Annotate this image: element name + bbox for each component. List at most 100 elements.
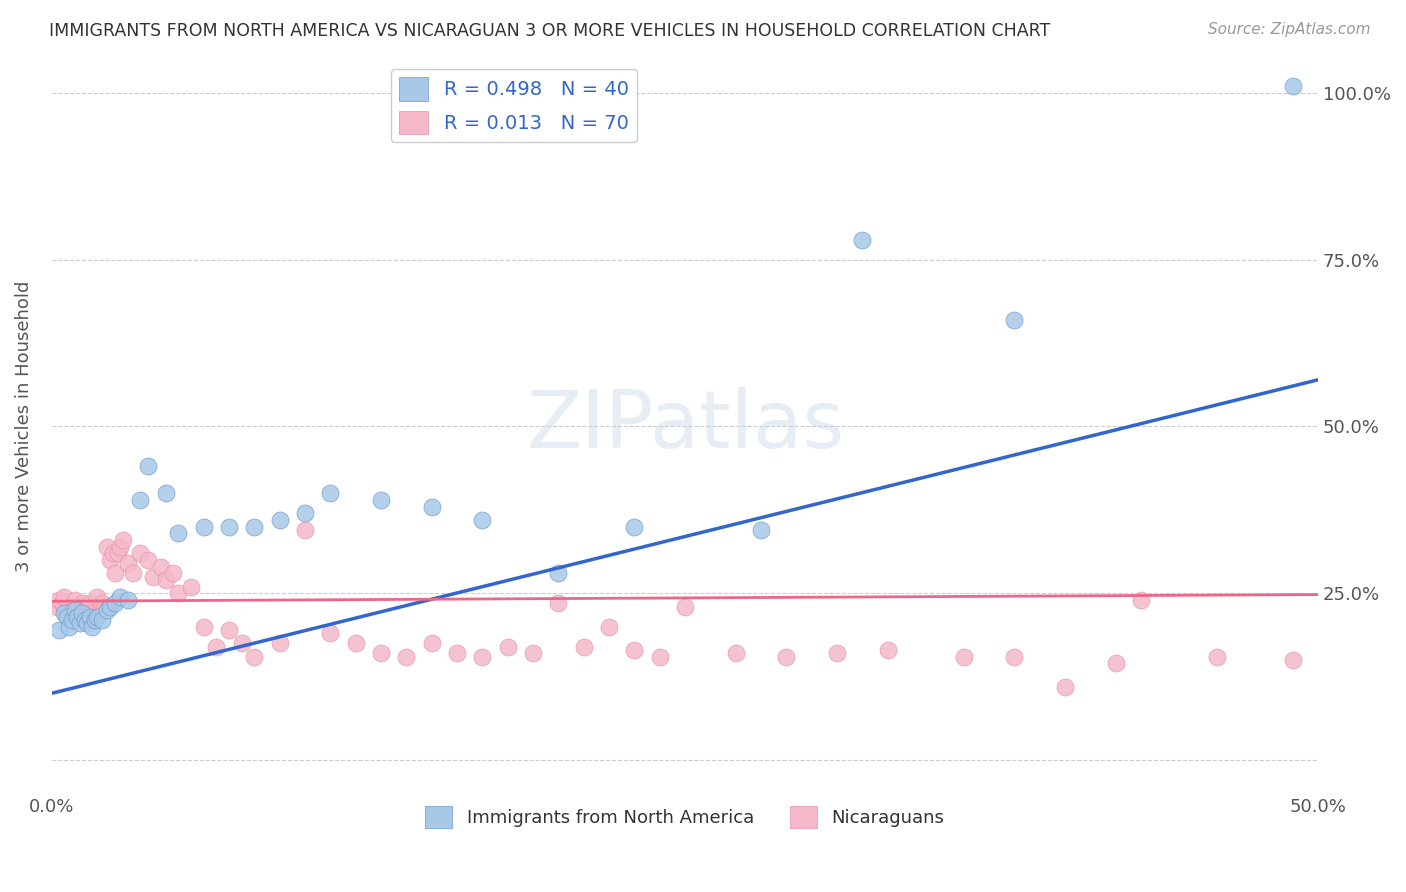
Point [48, 623, 70, 637]
Point [107, 546, 129, 560]
Point [623, 519, 645, 533]
Point [58, 619, 80, 633]
Point [673, 599, 696, 614]
Point [82, 606, 104, 620]
Point [69, 616, 91, 631]
Point [98, 553, 121, 567]
Point [48, 593, 70, 607]
Point [101, 546, 124, 560]
Point [60, 603, 83, 617]
Text: IMMIGRANTS FROM NORTH AMERICA VS NICARAGUAN 3 OR MORE VEHICLES IN HOUSEHOLD CORR: IMMIGRANTS FROM NORTH AMERICA VS NICARAG… [49, 22, 1050, 40]
Point [108, 590, 131, 604]
Point [496, 640, 519, 654]
Point [471, 513, 494, 527]
Point [162, 566, 184, 581]
Point [53, 606, 76, 620]
Point [76, 601, 98, 615]
Point [89, 603, 111, 617]
Point [167, 586, 190, 600]
Point [155, 486, 177, 500]
Point [294, 523, 316, 537]
Point [547, 596, 569, 610]
Point [117, 593, 139, 607]
Point [825, 646, 848, 660]
Point [142, 569, 165, 583]
Point [205, 640, 228, 654]
Point [63, 593, 86, 607]
Point [218, 623, 240, 637]
Point [104, 566, 127, 581]
Point [70, 596, 93, 610]
Point [1129, 593, 1152, 607]
Point [104, 596, 127, 610]
Point [129, 546, 152, 560]
Legend: Immigrants from North America, Nicaraguans: Immigrants from North America, Nicaragua… [418, 799, 952, 836]
Point [86, 590, 108, 604]
Point [117, 556, 139, 570]
Point [56, 609, 79, 624]
Point [243, 519, 266, 533]
Point [218, 519, 240, 533]
Point [73, 613, 96, 627]
Point [69, 606, 91, 620]
Point [648, 649, 671, 664]
Point [180, 580, 202, 594]
Point [149, 559, 172, 574]
Point [294, 506, 316, 520]
Point [193, 519, 215, 533]
Point [70, 606, 93, 620]
Point [66, 599, 89, 614]
Point [60, 613, 83, 627]
Text: Source: ZipAtlas.com: Source: ZipAtlas.com [1208, 22, 1371, 37]
Point [121, 566, 143, 581]
Point [1104, 657, 1126, 671]
Point [53, 590, 76, 604]
Point [193, 619, 215, 633]
Point [851, 233, 873, 247]
Point [1205, 649, 1227, 664]
Point [1002, 312, 1025, 326]
Text: ZIPatlas: ZIPatlas [526, 387, 844, 466]
Point [51, 596, 73, 610]
Point [876, 643, 898, 657]
Point [952, 649, 974, 664]
Point [1281, 79, 1303, 94]
Point [775, 649, 797, 664]
Point [269, 513, 291, 527]
Point [111, 533, 134, 547]
Point [1002, 649, 1025, 664]
Point [108, 540, 131, 554]
Point [749, 523, 772, 537]
Point [231, 636, 253, 650]
Point [446, 646, 468, 660]
Point [319, 626, 342, 640]
Point [167, 526, 190, 541]
Point [56, 606, 79, 620]
Point [136, 553, 159, 567]
Point [598, 619, 620, 633]
Point [547, 566, 569, 581]
Point [83, 613, 105, 627]
Point [63, 603, 86, 617]
Point [76, 616, 98, 631]
Point [420, 500, 443, 514]
Point [243, 649, 266, 664]
Point [420, 636, 443, 650]
Point [58, 599, 80, 614]
Point [395, 649, 418, 664]
Point [1053, 680, 1076, 694]
Point [79, 596, 101, 610]
Point [96, 540, 118, 554]
Point [73, 609, 96, 624]
Y-axis label: 3 or more Vehicles in Household: 3 or more Vehicles in Household [15, 281, 32, 572]
Point [66, 609, 89, 624]
Point [45, 599, 67, 614]
Point [98, 599, 121, 614]
Point [136, 459, 159, 474]
Point [269, 636, 291, 650]
Point [83, 609, 105, 624]
Point [344, 636, 367, 650]
Point [623, 643, 645, 657]
Point [724, 646, 747, 660]
Point [94, 599, 117, 614]
